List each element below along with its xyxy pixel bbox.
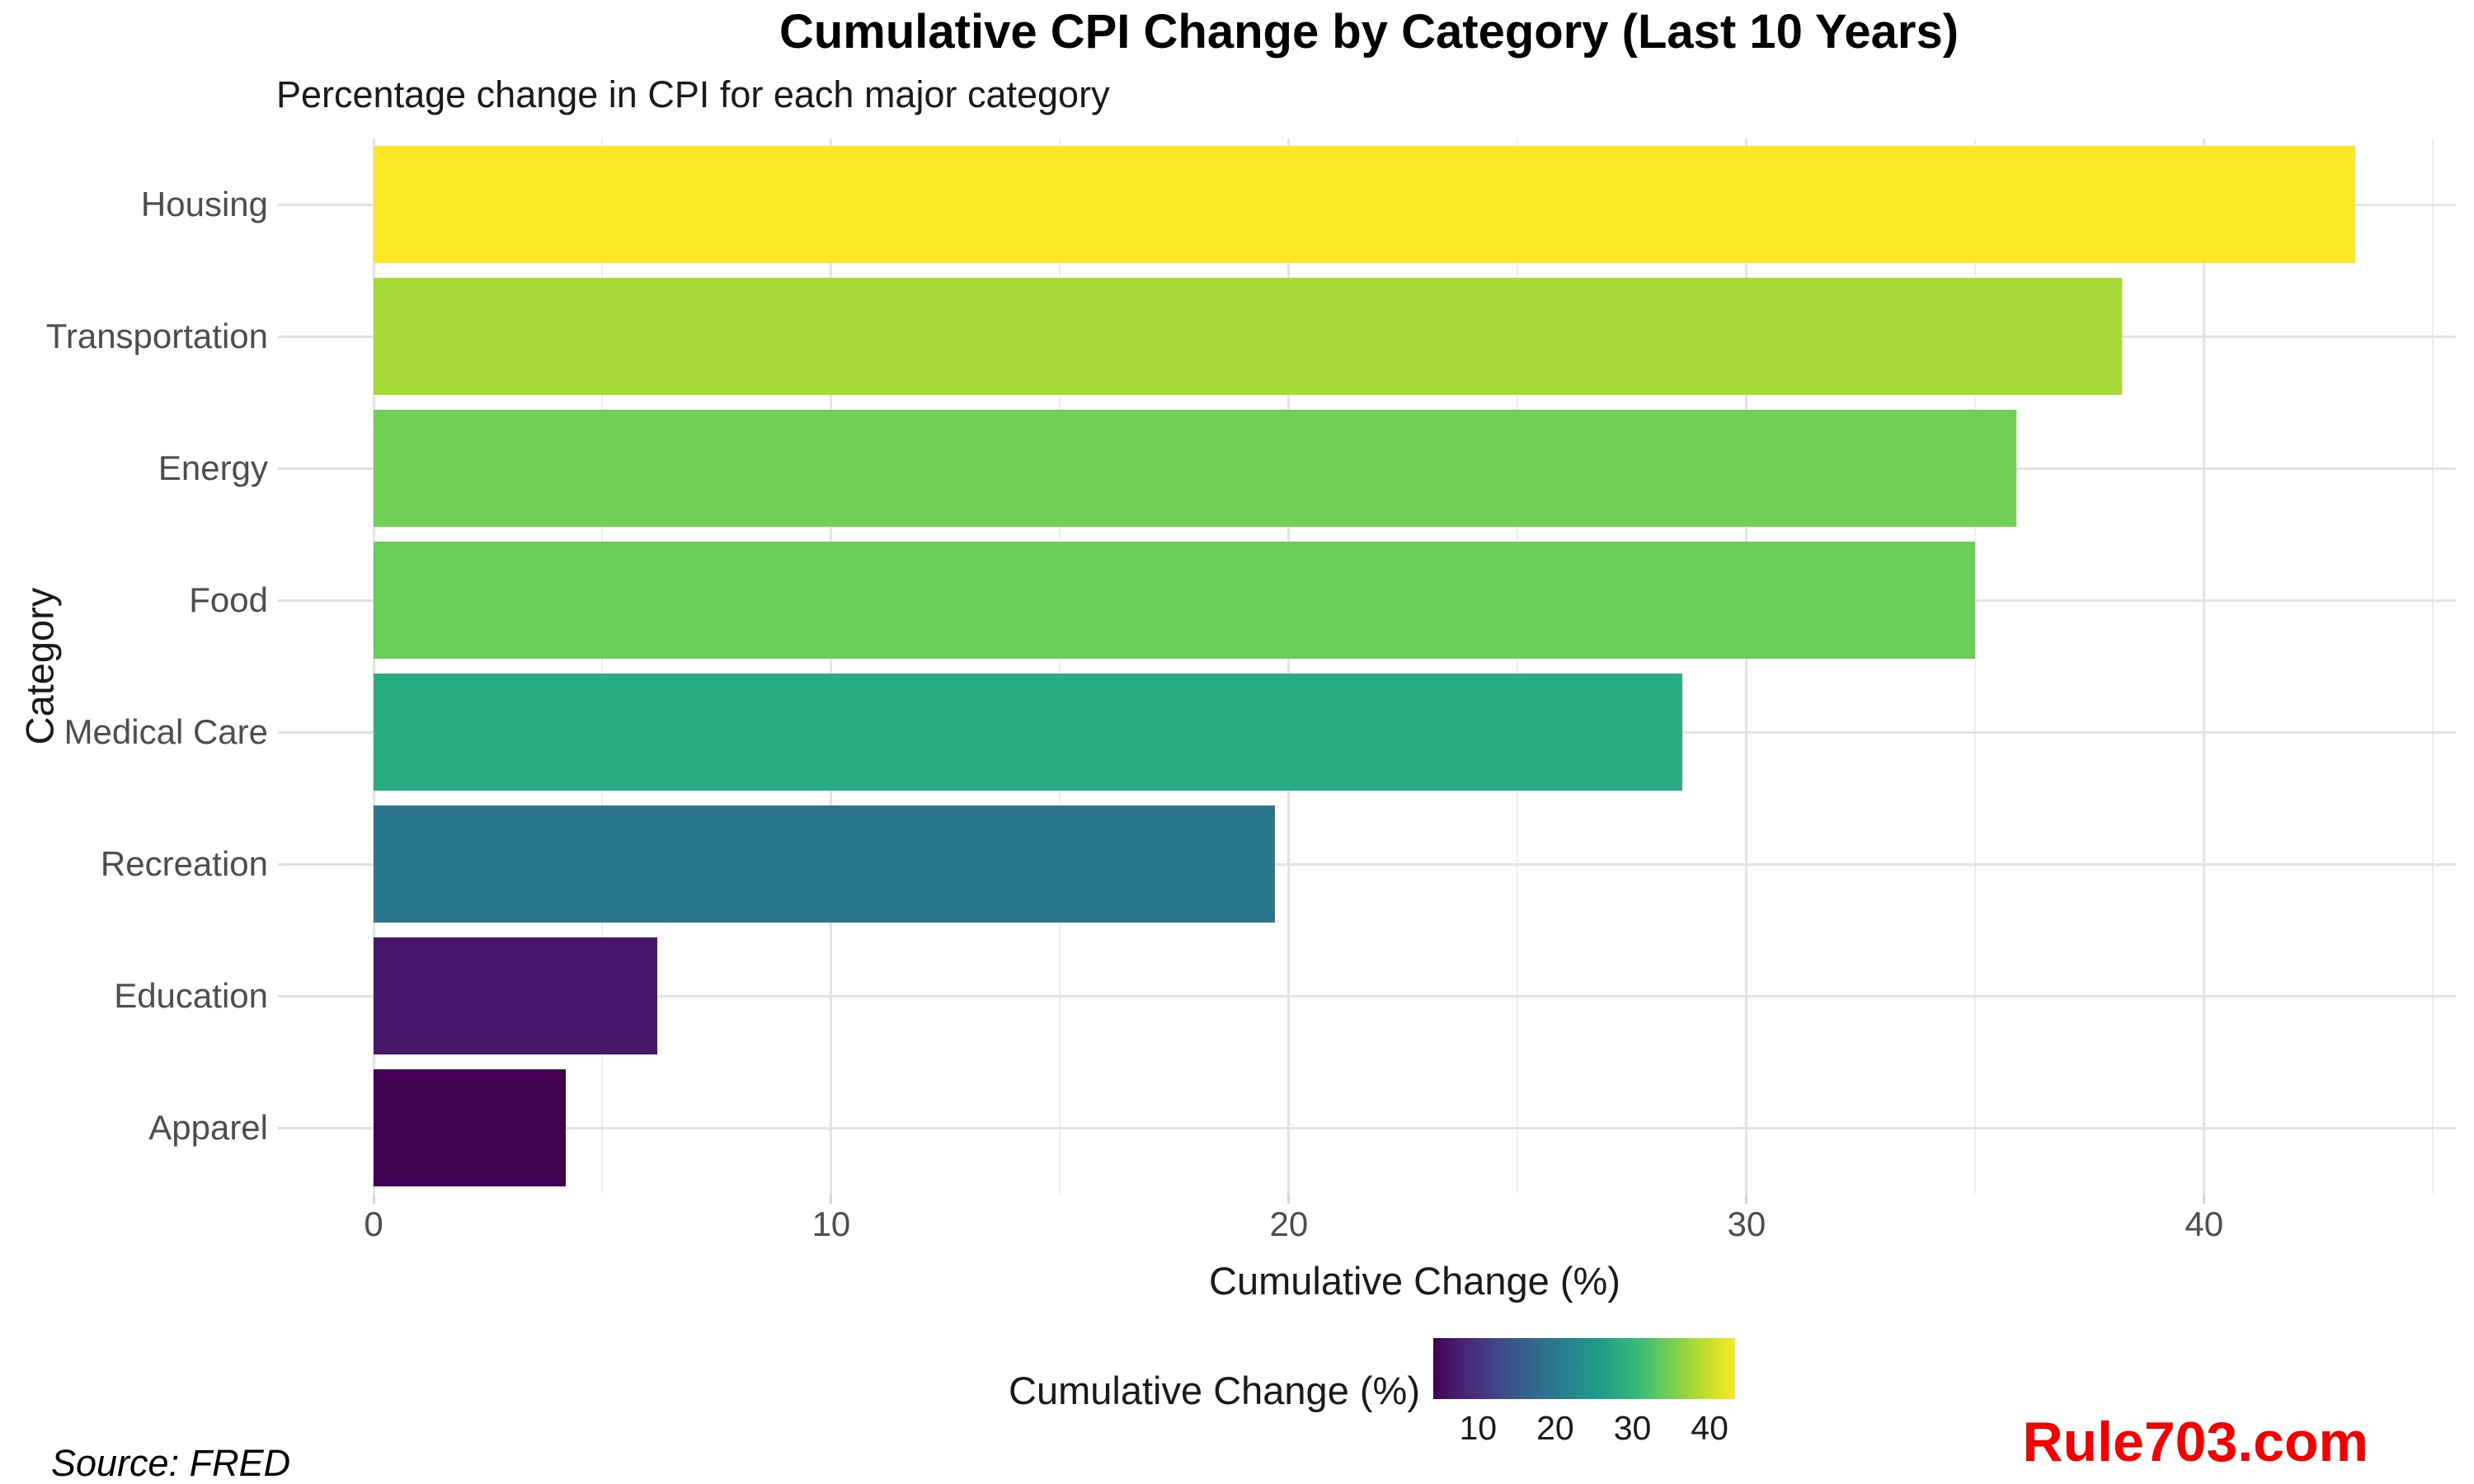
y-axis-tick (278, 335, 374, 338)
y-axis-label-apparel: Apparel (148, 1108, 268, 1147)
y-axis-tick (278, 862, 374, 866)
y-axis-tick (278, 599, 374, 602)
x-axis-label: 10 (811, 1205, 851, 1243)
x-major-gridline (1745, 139, 1748, 1194)
y-axis-label-recreation: Recreation (100, 844, 268, 883)
y-axis-tick (278, 1126, 374, 1129)
y-axis-label-food: Food (189, 580, 268, 619)
y-axis-label-medical-care: Medical Care (63, 712, 268, 751)
x-major-gridline (2203, 139, 2206, 1194)
y-axis-tick (278, 994, 374, 998)
x-axis-title: Cumulative Change (%) (1209, 1259, 1620, 1303)
x-axis-label: 0 (364, 1205, 383, 1243)
bar-food (374, 542, 1976, 659)
y-major-gridline (374, 1126, 2456, 1129)
bar-education (374, 937, 658, 1054)
y-axis-label-housing: Housing (140, 185, 268, 223)
legend-tick-label: 40 (1691, 1409, 1729, 1447)
x-minor-gridline (2432, 139, 2434, 1194)
x-axis-tick (830, 1194, 833, 1204)
y-axis-title: Category (17, 587, 62, 745)
x-axis-tick (1745, 1194, 1748, 1204)
legend-colorbar (1433, 1338, 1735, 1399)
bar-apparel (374, 1069, 567, 1186)
x-axis-label: 20 (1269, 1205, 1309, 1243)
legend-tick-label: 10 (1459, 1409, 1498, 1447)
x-axis-label: 40 (2185, 1205, 2224, 1243)
legend-tick-label: 20 (1536, 1409, 1574, 1447)
legend-title: Cumulative Change (%) (1009, 1369, 1420, 1412)
bar-transportation (374, 278, 2122, 395)
watermark-link: Rule703.com (2022, 1411, 2368, 1473)
y-axis-label-education: Education (114, 976, 268, 1015)
source-note: Source: FRED (51, 1442, 291, 1484)
x-major-gridline (830, 139, 833, 1194)
x-axis-tick (1287, 1194, 1291, 1204)
x-axis-tick (2203, 1194, 2206, 1204)
y-axis-tick (278, 467, 374, 470)
x-minor-gridline (1059, 139, 1061, 1194)
y-major-gridline (374, 862, 2456, 866)
y-axis-tick (278, 203, 374, 206)
legend-tick-label: 30 (1613, 1409, 1652, 1447)
bar-recreation (374, 805, 1276, 923)
y-major-gridline (374, 994, 2456, 998)
x-minor-gridline (601, 139, 604, 1194)
x-major-gridline (1287, 139, 1291, 1194)
x-minor-gridline (1974, 139, 1977, 1194)
y-axis-label-transportation: Transportation (45, 317, 268, 355)
x-major-gridline (372, 139, 375, 1194)
x-axis-tick (372, 1194, 375, 1204)
chart-title: Cumulative CPI Change by Category (Last … (778, 5, 1959, 59)
y-axis-tick (278, 730, 374, 734)
bar-medical-care (374, 674, 1683, 791)
x-minor-gridline (1517, 139, 1519, 1194)
chart-subtitle: Percentage change in CPI for each major … (276, 73, 1110, 115)
bar-energy (374, 410, 2017, 527)
y-axis-label-energy: Energy (158, 448, 268, 487)
x-axis-label: 30 (1727, 1205, 1766, 1243)
bar-housing (374, 146, 2355, 263)
